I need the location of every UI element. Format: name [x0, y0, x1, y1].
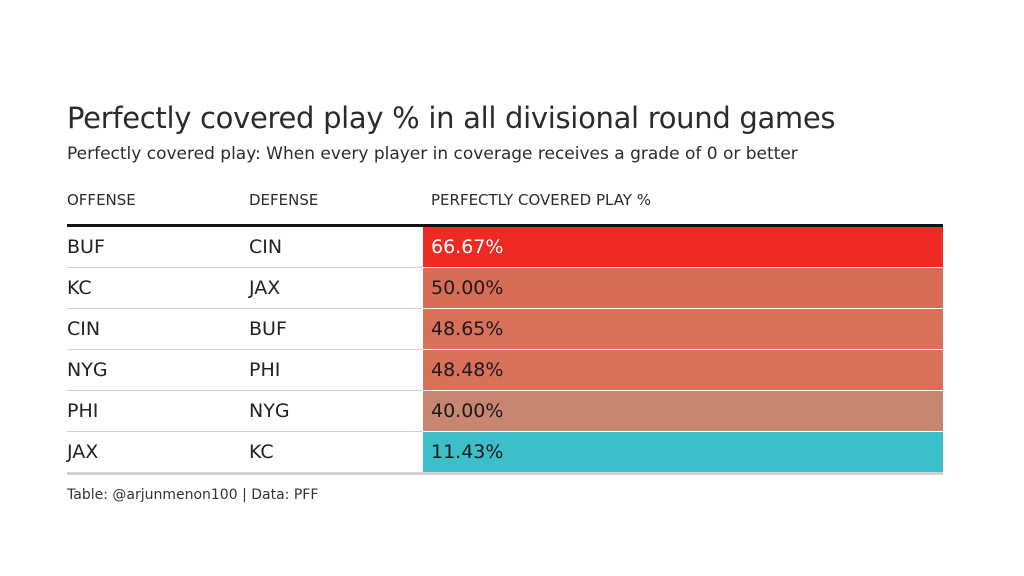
cell-defense: PHI — [249, 349, 423, 391]
column-header-defense: DEFENSE — [249, 182, 423, 227]
cell-offense: PHI — [67, 390, 249, 432]
chart-container: Perfectly covered play % in all division… — [67, 98, 943, 505]
cell-offense: KC — [67, 267, 249, 309]
table-row: CIN BUF 48.65% — [67, 308, 943, 350]
cell-offense: CIN — [67, 308, 249, 350]
cell-offense: BUF — [67, 225, 249, 268]
table-row: PHI NYG 40.00% — [67, 390, 943, 432]
cell-defense: KC — [249, 431, 423, 475]
cell-defense: NYG — [249, 390, 423, 432]
data-table: OFFENSE DEFENSE PERFECTLY COVERED PLAY %… — [67, 182, 943, 475]
source-caption: Table: @arjunmenon100 | Data: PFF — [67, 487, 319, 503]
chart-title: Perfectly covered play % in all division… — [67, 101, 836, 135]
cell-offense: JAX — [67, 431, 249, 475]
table-row: JAX KC 11.43% — [67, 431, 943, 475]
cell-pct: 48.48% — [423, 349, 943, 391]
table-body: BUF CIN 66.67% KC JAX 50.00% CIN BUF 48.65% NYG PH… — [67, 225, 943, 475]
cell-offense: NYG — [67, 349, 249, 391]
chart-subtitle: Perfectly covered play: When every playe… — [67, 144, 798, 164]
header-row: OFFENSE DEFENSE PERFECTLY COVERED PLAY % — [67, 182, 943, 227]
cell-pct: 40.00% — [423, 390, 943, 432]
table-row: KC JAX 50.00% — [67, 267, 943, 309]
cell-pct: 48.65% — [423, 308, 943, 350]
cell-defense: JAX — [249, 267, 423, 309]
cell-pct: 66.67% — [423, 225, 943, 268]
cell-defense: BUF — [249, 308, 423, 350]
cell-pct: 11.43% — [423, 431, 943, 475]
cell-defense: CIN — [249, 225, 423, 268]
column-header-pct: PERFECTLY COVERED PLAY % — [423, 182, 943, 227]
cell-pct: 50.00% — [423, 267, 943, 309]
column-header-offense: OFFENSE — [67, 182, 249, 227]
table-row: BUF CIN 66.67% — [67, 225, 943, 268]
table-row: NYG PHI 48.48% — [67, 349, 943, 391]
